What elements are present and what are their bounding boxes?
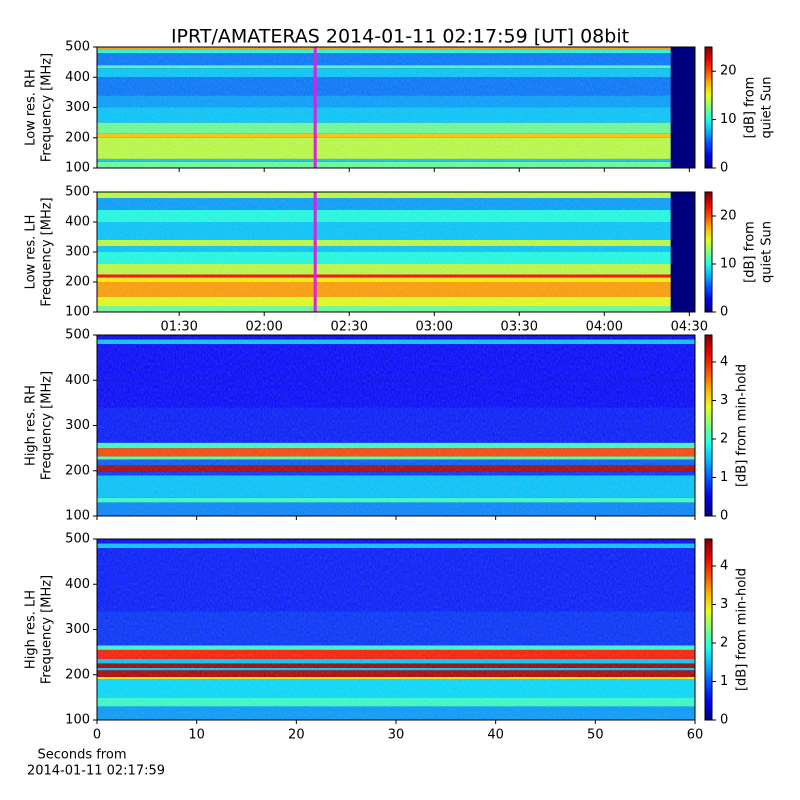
figure-title: IPRT/AMATERAS 2014-01-11 02:17:59 [UT] 0… <box>171 26 629 48</box>
x-tick-label: 04:30 <box>671 320 708 335</box>
x-tick-label: 60 <box>687 728 704 743</box>
y-axis-label: High res. RH <box>24 385 39 466</box>
y-axis-label: High res. LH <box>24 590 39 669</box>
x-axis-label: 2014-01-11 02:17:59 <box>27 764 165 779</box>
y-tick-label: 300 <box>65 622 90 637</box>
y-tick-label: 100 <box>65 161 90 176</box>
y-tick-label: 100 <box>65 509 90 524</box>
noise-texture <box>97 335 695 516</box>
y-tick-label: 500 <box>65 185 90 200</box>
y-axis-label: Frequency [MHz] <box>40 575 55 684</box>
time-marker <box>313 47 317 168</box>
colorbar-label: [dB] from min-hold <box>735 568 750 691</box>
colorbar-tick-label: 1 <box>720 470 728 485</box>
x-tick-label: 03:30 <box>501 320 538 335</box>
y-tick-label: 200 <box>65 275 90 290</box>
y-tick-label: 400 <box>65 215 90 230</box>
x-tick-label: 50 <box>587 728 604 743</box>
colorbar-tick-label: 4 <box>720 558 728 573</box>
colorbar-label: quiet Sun <box>760 76 775 138</box>
y-axis-label: Frequency [MHz] <box>40 197 55 306</box>
y-tick-label: 300 <box>65 100 90 115</box>
colorbar-label: [dB] from <box>743 221 758 283</box>
y-tick-label: 200 <box>65 130 90 145</box>
y-tick-label: 500 <box>65 40 90 55</box>
y-tick-label: 400 <box>65 70 90 85</box>
colorbar-tick-label: 0 <box>720 305 728 320</box>
colorbar <box>704 46 713 169</box>
colorbar-tick-label: 20 <box>720 64 737 79</box>
y-axis-label: Low res. RH <box>24 69 39 146</box>
y-tick-label: 300 <box>65 418 90 433</box>
time-marker <box>313 192 317 312</box>
y-tick-label: 200 <box>65 667 90 682</box>
colorbar-tick-label: 2 <box>720 431 728 446</box>
x-tick-label: 01:30 <box>160 320 197 335</box>
noise-texture <box>97 47 671 168</box>
x-tick-label: 0 <box>93 728 101 743</box>
y-tick-label: 100 <box>65 713 90 728</box>
colorbar-tick-label: 1 <box>720 674 728 689</box>
x-tick-label: 02:30 <box>331 320 368 335</box>
colorbar-tick-label: 0 <box>720 161 728 176</box>
noise-texture <box>97 539 695 720</box>
colorbar-tick-label: 10 <box>720 257 737 272</box>
colorbar-tick-label: 20 <box>720 209 737 224</box>
panel: 100 200 300 400 500 High res. RH Frequency [MH… <box>24 328 750 524</box>
y-tick-label: 200 <box>65 463 90 478</box>
colorbar-tick-label: 4 <box>720 354 728 369</box>
y-tick-label: 300 <box>65 245 90 260</box>
y-tick-label: 500 <box>65 532 90 547</box>
y-tick-label: 500 <box>65 328 90 343</box>
x-tick-label: 40 <box>487 728 504 743</box>
colorbar-label: [dB] from <box>743 77 758 139</box>
colorbar-label: [dB] from min-hold <box>735 364 750 487</box>
x-tick-label: 02:00 <box>245 320 282 335</box>
colorbar-tick-label: 3 <box>720 393 728 408</box>
y-tick-label: 100 <box>65 305 90 320</box>
y-axis-label: Frequency [MHz] <box>40 371 55 480</box>
x-tick-label: 03:00 <box>416 320 453 335</box>
colorbar <box>704 334 713 517</box>
colorbar <box>704 538 713 721</box>
y-axis-label: Frequency [MHz] <box>40 53 55 162</box>
colorbar-tick-label: 0 <box>720 509 728 524</box>
colorbar-tick-label: 10 <box>720 112 737 127</box>
x-tick-label: 20 <box>288 728 305 743</box>
x-axis-label: Seconds from <box>37 748 126 763</box>
x-tick-label: 04:00 <box>586 320 623 335</box>
colorbar-label: quiet Sun <box>760 221 775 283</box>
y-tick-label: 400 <box>65 373 90 388</box>
noise-texture <box>97 192 671 312</box>
y-axis-label: Low res. LH <box>24 215 39 290</box>
colorbar <box>704 191 713 313</box>
y-tick-label: 400 <box>65 577 90 592</box>
colorbar-tick-label: 2 <box>720 635 728 650</box>
x-tick-label: 10 <box>188 728 205 743</box>
x-tick-label: 30 <box>388 728 405 743</box>
colorbar-tick-label: 3 <box>720 597 728 612</box>
colorbar-tick-label: 0 <box>720 713 728 728</box>
